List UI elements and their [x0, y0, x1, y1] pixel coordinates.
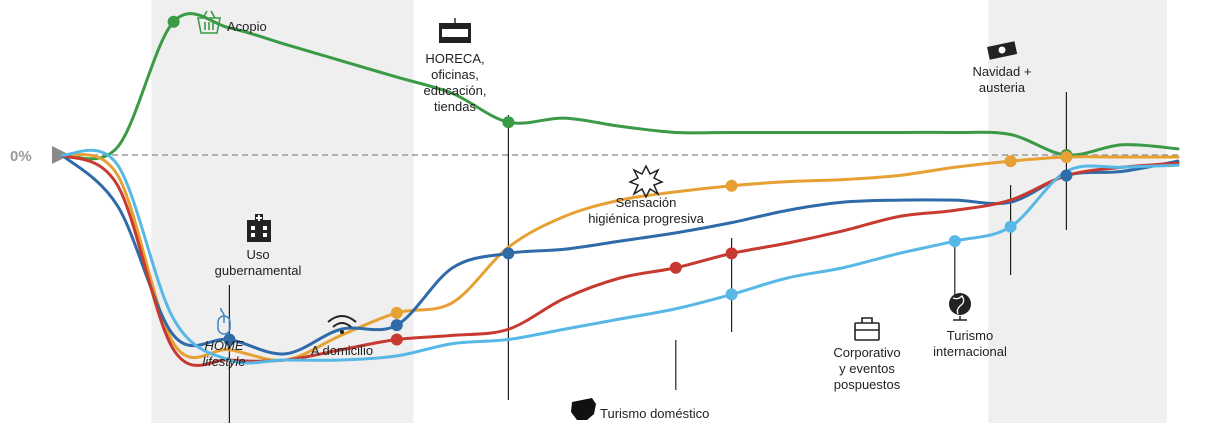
- data-point-7: [502, 247, 515, 260]
- basket-icon: [197, 10, 221, 34]
- annotation-corporativo: Corporativo y eventos pospuestos: [833, 345, 900, 392]
- wifi-icon: [327, 315, 357, 334]
- data-point-11: [390, 333, 403, 346]
- data-point-1: [502, 116, 515, 129]
- data-point-0: [167, 15, 180, 28]
- annotation-turismo-internacional: Turismo internacional: [933, 328, 1007, 359]
- data-point-9: [223, 333, 236, 346]
- annotation-navidad: Navidad + austeria: [973, 64, 1032, 95]
- data-point-13: [725, 247, 738, 260]
- mouse-icon: [217, 307, 231, 335]
- briefcase-icon: [854, 317, 880, 341]
- data-markers: [167, 15, 1073, 346]
- annotation-a-domicilio: A domicilio: [311, 343, 373, 358]
- data-point-16: [1004, 220, 1017, 233]
- annotation-acopio: Acopio: [227, 19, 267, 34]
- hospital-icon: [247, 214, 271, 242]
- data-point-14: [725, 288, 738, 301]
- data-point-3: [390, 306, 403, 319]
- series-line-0: [60, 12, 1180, 161]
- shaded-band-1: [988, 0, 1167, 423]
- data-point-5: [1004, 155, 1017, 168]
- series-line-4: [60, 148, 1180, 365]
- data-point-15: [948, 235, 961, 248]
- money-icon: [987, 41, 1018, 60]
- annotation-uso-gubernamental: Uso gubernamental: [215, 247, 302, 278]
- annotation-horeca: HORECA, oficinas, educación, tiendas: [424, 51, 487, 114]
- data-point-4: [725, 179, 738, 192]
- data-point-8: [390, 319, 403, 332]
- globe-icon: [949, 293, 971, 321]
- data-point-6: [1060, 151, 1073, 164]
- open-sign-icon: [439, 18, 471, 43]
- annotation-home-lifestyle: HOME lifestyle: [202, 338, 245, 369]
- data-point-12: [669, 261, 682, 274]
- zero-label: 0%: [10, 148, 32, 165]
- spain-map-icon: [571, 398, 596, 420]
- series-line-1: [60, 153, 1180, 362]
- sparkle-icon: [628, 164, 664, 199]
- data-point-10: [1060, 169, 1073, 182]
- annotation-sensacion-higienica: Sensación higiénica progresiva: [588, 195, 704, 226]
- series-line-3: [60, 153, 1180, 367]
- annotation-turismo-domestico: Turismo doméstico: [600, 406, 709, 421]
